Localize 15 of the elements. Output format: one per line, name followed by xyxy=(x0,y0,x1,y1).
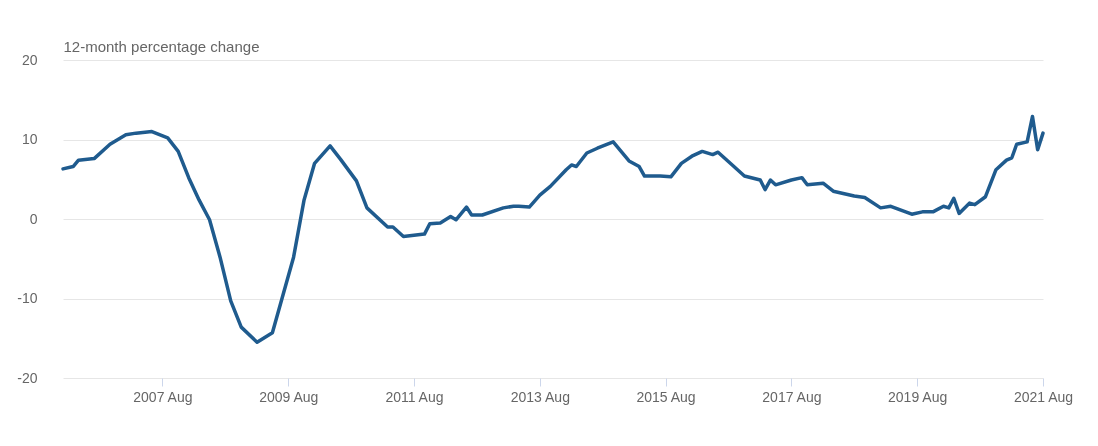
x-tick-label: 2007 Aug xyxy=(133,388,193,405)
y-tick-label: 0 xyxy=(29,210,38,227)
line-series xyxy=(61,114,1045,344)
x-tick-label: 2015 Aug xyxy=(636,388,696,405)
x-tick-label: 2011 Aug xyxy=(385,388,444,405)
x-tick-label: 2013 Aug xyxy=(510,388,570,405)
y-tick-label: -20 xyxy=(17,369,38,386)
x-tick-label: 2019 Aug xyxy=(888,388,948,405)
x-tick-label: 2021 Aug xyxy=(1013,388,1074,405)
x-tick-label: 2017 Aug xyxy=(762,388,822,405)
y-tick-label: 10 xyxy=(21,131,38,147)
x-tick-label: 2009 Aug xyxy=(259,388,319,405)
y-axis-title: 12-month percentage change xyxy=(63,37,260,55)
y-tick-label: 20 xyxy=(21,51,38,68)
y-tick-label: -10 xyxy=(17,290,38,306)
